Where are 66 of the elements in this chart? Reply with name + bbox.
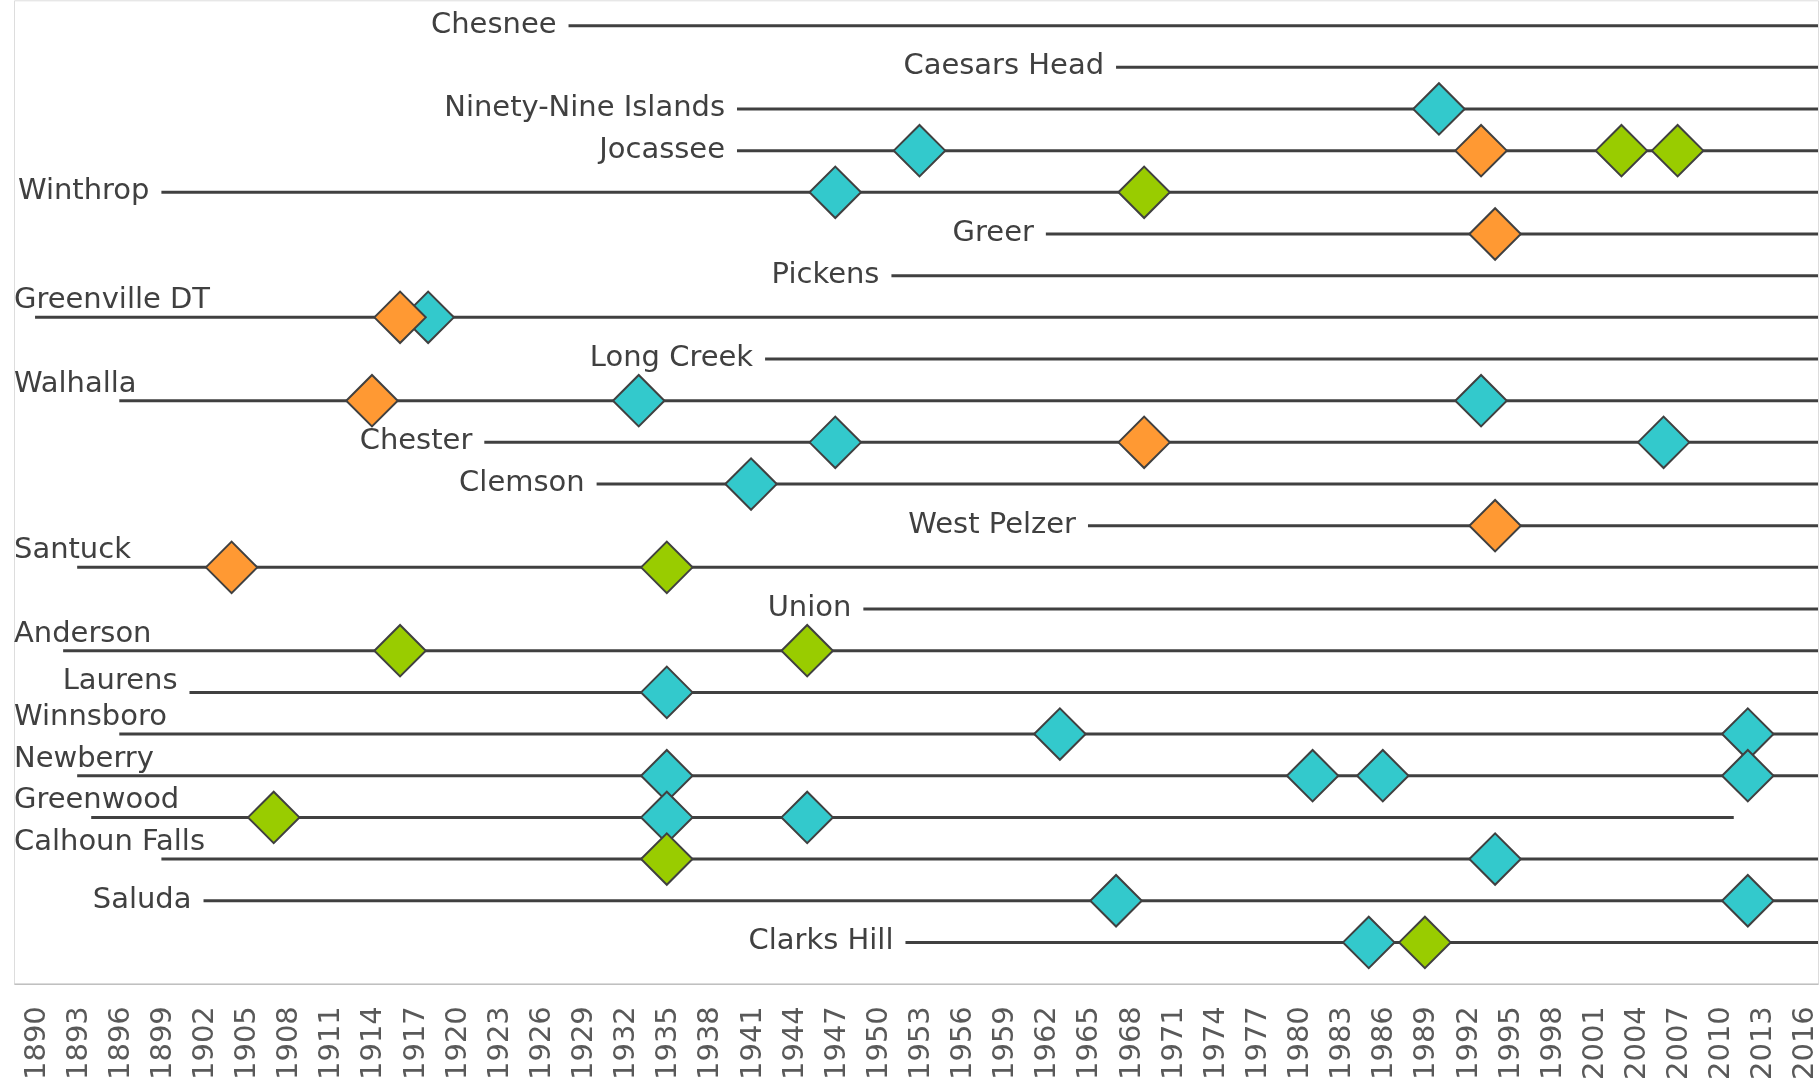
x-tick-label: 1959 [986,1006,1021,1080]
x-tick-label: 1920 [438,1006,473,1080]
x-tick-label: 2001 [1575,1006,1610,1080]
x-tick-label: 1890 [17,1006,52,1080]
y-tick-label: Santuck [13,531,132,566]
x-tick-label: 1923 [480,1006,515,1080]
y-tick-label: Winthrop [17,172,150,207]
x-tick-label: 1953 [902,1006,936,1080]
y-tick-label: Chester [359,422,473,457]
y-tick-label: Long Creek [589,339,754,374]
x-tick-label: 1971 [1154,1006,1189,1080]
y-tick-label: Walhalla [13,364,137,399]
y-tick-label: Pickens [771,255,880,290]
x-tick-label: 2010 [1702,1006,1737,1080]
y-tick-label: Laurens [62,662,178,697]
x-tick-label: 1926 [522,1006,557,1080]
x-tick-label: 1938 [691,1006,726,1080]
x-tick-label: 1902 [186,1006,221,1080]
x-tick-label: 1947 [817,1006,852,1080]
y-tick-label: Winnsboro [13,698,167,733]
x-tick-label: 1935 [649,1006,684,1080]
x-tick-label: 1977 [1238,1006,1273,1080]
x-tick-label: 2016 [1786,1006,1819,1080]
x-tick-label: 2004 [1617,1006,1652,1080]
y-tick-label: Jocassee [597,130,726,165]
x-tick-label: 1956 [944,1006,979,1080]
y-tick-label: West Pelzer [908,505,1077,540]
y-tick-label: Clemson [459,464,585,499]
y-tick-label: Greer [952,213,1034,248]
x-tick-label: 1914 [354,1006,389,1080]
x-tick-label: 1908 [270,1006,305,1080]
x-tick-label: 1992 [1449,1006,1484,1080]
x-tick-label: 1974 [1196,1006,1231,1080]
x-tick-label: 1899 [143,1006,178,1080]
x-tick-label: 1911 [312,1006,347,1080]
x-tick-label: 1929 [565,1006,600,1080]
x-tick-label: 1962 [1028,1006,1063,1080]
x-tick-label: 2007 [1660,1006,1695,1080]
x-tick-label: 1932 [607,1006,642,1080]
y-tick-label: Clarks Hill [748,922,894,957]
x-tick-label: 1986 [1365,1006,1400,1080]
x-tick-label: 1944 [775,1006,810,1080]
x-tick-label: 1905 [228,1006,263,1080]
x-tick-label: 1983 [1323,1006,1358,1080]
x-tick-label: 1950 [859,1006,894,1080]
y-tick-label: Union [767,589,852,624]
y-tick-label: Greenville DT [13,281,211,316]
y-tick-label: Calhoun Falls [13,823,205,858]
x-tick-label: 2013 [1744,1006,1779,1080]
x-tick-label: 1980 [1281,1006,1316,1080]
x-tick-label: 1968 [1112,1006,1147,1080]
x-tick-label: 1896 [101,1006,136,1080]
y-tick-label: Greenwood [13,781,180,816]
x-tick-label: 1893 [59,1006,94,1080]
y-tick-label: Newberry [13,739,154,774]
y-tick-label: Chesnee [431,5,557,40]
x-tick-label: 1917 [396,1006,431,1080]
y-tick-label: Caesars Head [903,47,1105,82]
y-tick-label: Saluda [92,880,192,915]
x-tick-label: 1998 [1533,1006,1568,1080]
y-tick-label: Ninety-Nine Islands [444,88,726,123]
x-tick-label: 1989 [1407,1006,1442,1080]
y-tick-label: Anderson [13,614,152,649]
x-tick-label: 1941 [733,1006,768,1080]
x-tick-label: 1965 [1070,1006,1105,1080]
x-tick-label: 1995 [1491,1006,1526,1080]
